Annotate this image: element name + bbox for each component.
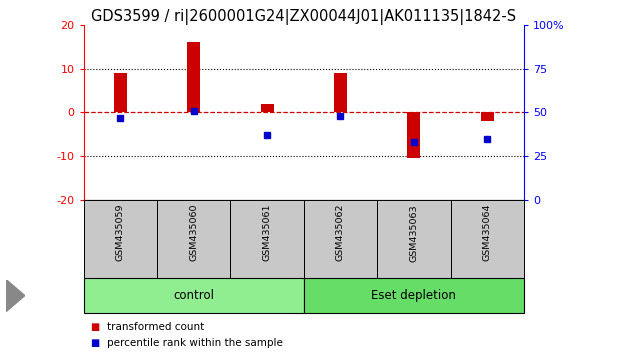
- Bar: [334, 73, 347, 113]
- Bar: [451, 200, 524, 278]
- Title: GDS3599 / ri|2600001G24|ZX00044J01|AK011135|1842-S: GDS3599 / ri|2600001G24|ZX00044J01|AK011…: [91, 8, 516, 25]
- Bar: [157, 200, 231, 278]
- Bar: [84, 278, 304, 313]
- Polygon shape: [6, 280, 25, 312]
- Bar: [114, 73, 127, 113]
- Bar: [231, 200, 304, 278]
- Bar: [304, 200, 377, 278]
- Text: percentile rank within the sample: percentile rank within the sample: [107, 338, 283, 348]
- Bar: [480, 113, 494, 121]
- Text: GSM435060: GSM435060: [189, 204, 198, 261]
- Text: ■: ■: [90, 338, 99, 348]
- Text: Eset depletion: Eset depletion: [371, 289, 456, 302]
- Text: transformed count: transformed count: [107, 322, 205, 332]
- Text: GSM435059: GSM435059: [116, 204, 125, 261]
- Bar: [304, 278, 524, 313]
- Text: GSM435062: GSM435062: [336, 204, 345, 261]
- Bar: [377, 200, 451, 278]
- Bar: [187, 42, 200, 113]
- Text: ■: ■: [90, 322, 99, 332]
- Bar: [260, 104, 273, 113]
- Bar: [84, 200, 157, 278]
- Text: control: control: [173, 289, 215, 302]
- Text: GSM435063: GSM435063: [409, 204, 419, 262]
- Bar: [407, 113, 420, 158]
- Text: GSM435061: GSM435061: [263, 204, 272, 261]
- Text: GSM435064: GSM435064: [483, 204, 492, 261]
